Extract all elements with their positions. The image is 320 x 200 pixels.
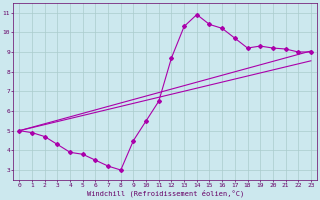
X-axis label: Windchill (Refroidissement éolien,°C): Windchill (Refroidissement éolien,°C) — [86, 190, 244, 197]
